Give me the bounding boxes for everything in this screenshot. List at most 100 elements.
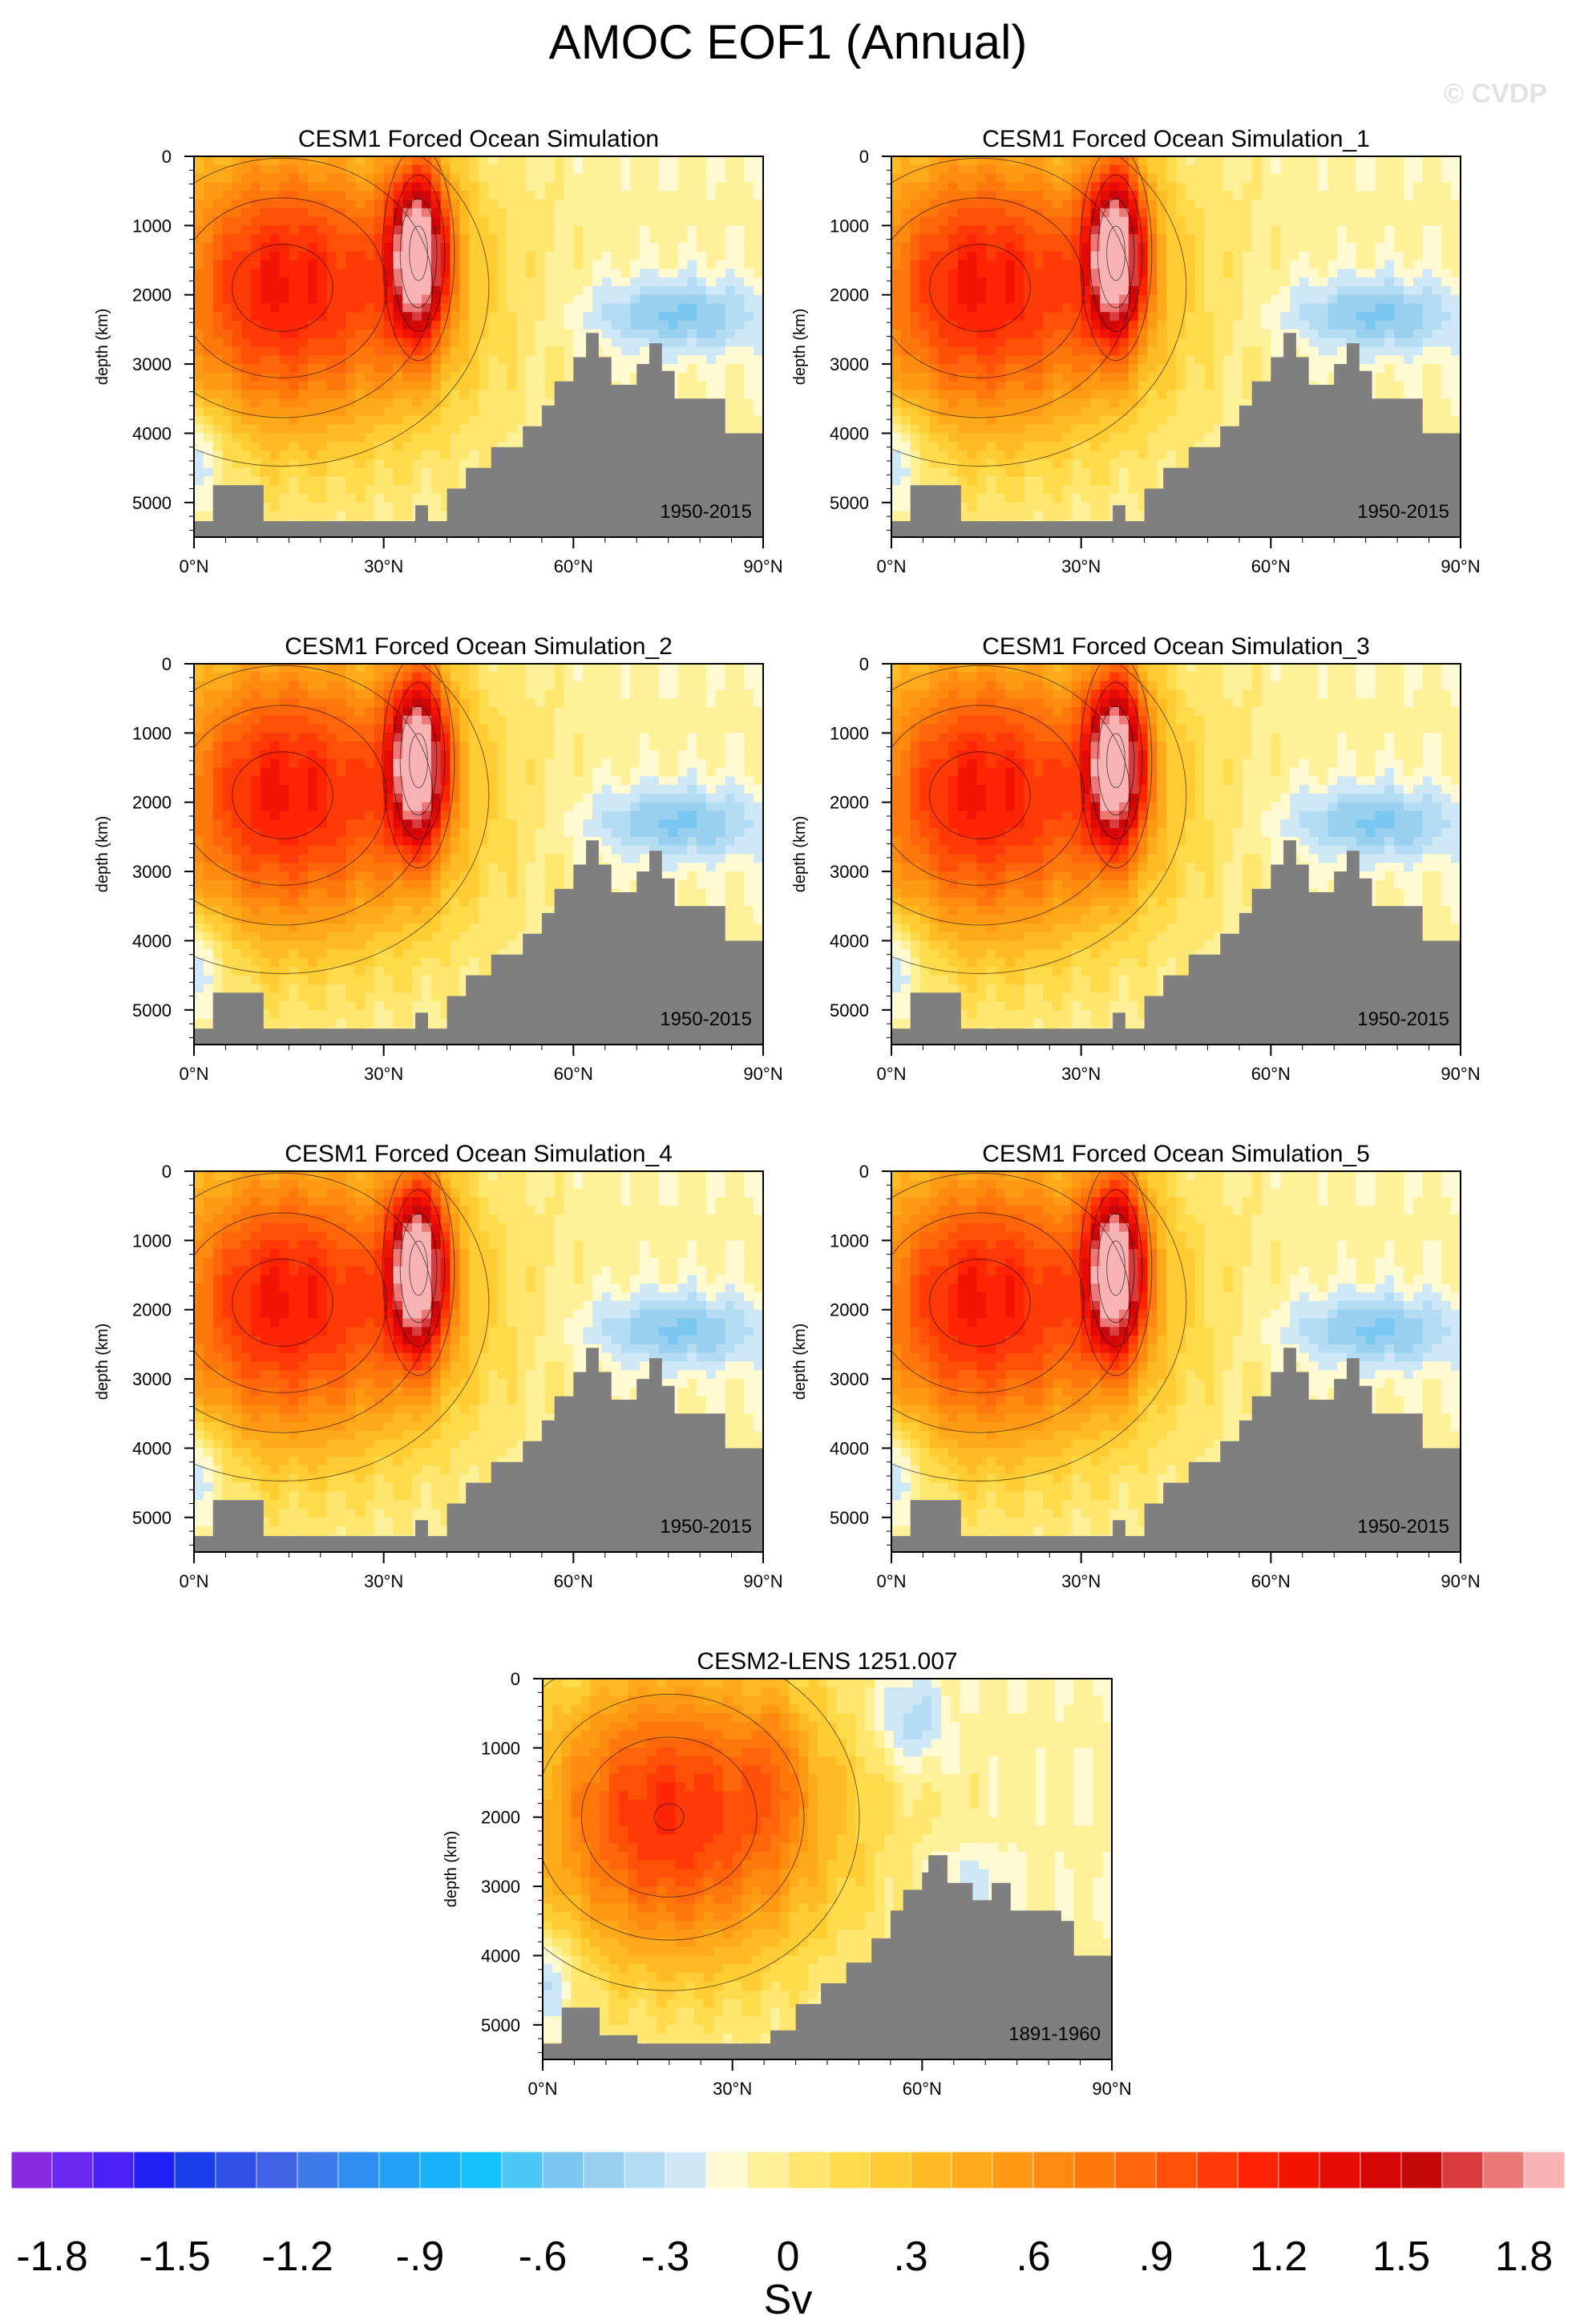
contour-0.6 <box>543 1693 805 1941</box>
core-contour-1.2 <box>1097 705 1135 816</box>
contour-0.9 <box>891 197 1085 378</box>
ytick-label: 3000 <box>132 1369 172 1389</box>
panel-title: CESM1 Forced Ocean Simulation <box>298 126 659 152</box>
colorbar-swatch <box>746 2151 789 2189</box>
ytick-label: 4000 <box>830 931 869 951</box>
core-contour-1.2 <box>399 705 438 816</box>
xtick-label: 30°N <box>364 1064 403 1084</box>
core-contour-1.2 <box>399 198 438 309</box>
colorbar: -1.8 -1.5 -1.2 -.9 -.6 -.3 0 .3 .6 .9 1.2 1.5 1.8 Sv <box>10 2151 1566 2323</box>
xtick-label: 0°N <box>877 1571 907 1591</box>
period-label: 1950-2015 <box>1357 1008 1449 1030</box>
figure-title: AMOC EOF1 (Annual) <box>548 15 1028 69</box>
contour-1.2 <box>232 751 333 839</box>
contour-1.2 <box>232 1259 333 1347</box>
colorbar-swatch <box>992 2151 1034 2189</box>
xtick-label: 0°N <box>877 556 907 576</box>
period-label: 1950-2015 <box>660 1516 752 1538</box>
colorbar-swatch <box>910 2151 952 2189</box>
ytick-label: 0 <box>162 147 172 167</box>
contour-lines <box>194 664 490 974</box>
bathymetry <box>194 333 763 537</box>
contour-1.2 <box>929 751 1031 839</box>
contour-0.9 <box>580 1736 758 1898</box>
ytick-label: 5000 <box>830 493 869 513</box>
xtick-label: 60°N <box>1251 1571 1291 1591</box>
y-axis-label: depth (km) <box>94 816 111 893</box>
ytick-label: 2000 <box>132 1300 172 1320</box>
panel-title: CESM1 Forced Ocean Simulation_4 <box>285 1141 673 1167</box>
ytick-label: 1000 <box>830 723 869 743</box>
colorbar-swatch <box>174 2151 216 2189</box>
contour-0.9 <box>891 1212 1085 1393</box>
bathymetry <box>543 1855 1112 2059</box>
colorbar-swatch <box>337 2151 380 2189</box>
xtick-label: 90°N <box>743 1064 782 1084</box>
panel-title: CESM1 Forced Ocean Simulation_5 <box>982 1141 1370 1167</box>
y-axis-label: depth (km) <box>791 816 809 893</box>
colorbar-swatch <box>869 2151 911 2189</box>
panel-title: CESM1 Forced Ocean Simulation_2 <box>285 633 673 660</box>
contour-0.3 <box>891 1171 1187 1481</box>
core-contour-1.2 <box>1097 198 1135 309</box>
core-contour-0.4 <box>1079 156 1153 362</box>
xtick-label: 0°N <box>180 1064 209 1084</box>
colorbar-tick-label: -.6 <box>519 2233 568 2280</box>
colorbar-swatch <box>705 2151 748 2189</box>
colorbar-swatch <box>1114 2151 1157 2189</box>
colorbar-swatch <box>215 2151 257 2189</box>
ytick-label: 2000 <box>830 1300 869 1320</box>
ytick-label: 4000 <box>132 423 172 443</box>
colorbar-swatch <box>1482 2151 1525 2189</box>
core-contour-1.6 <box>409 733 428 789</box>
colorbar-swatch <box>1441 2151 1484 2189</box>
xtick-label: 90°N <box>1092 2079 1131 2099</box>
ytick-label: 3000 <box>481 1877 520 1897</box>
colorbar-swatch <box>460 2151 503 2189</box>
core-contour-0.8 <box>1089 681 1143 840</box>
ytick-label: 2000 <box>830 285 869 305</box>
colorbar-tick-label: 0 <box>777 2233 800 2280</box>
xtick-label: 90°N <box>1441 556 1480 576</box>
xtick-label: 30°N <box>1061 1571 1101 1591</box>
panel-3: CESM1 Forced Ocean Simulation_2 1950-2015… <box>94 633 783 1084</box>
y-axis-label: depth (km) <box>791 309 809 386</box>
colorbar-swatch <box>624 2151 666 2189</box>
core-contour-0.8 <box>1089 1189 1143 1348</box>
bathymetry <box>891 840 1461 1045</box>
xtick-label: 0°N <box>528 2079 558 2099</box>
xtick-label: 60°N <box>554 1571 593 1591</box>
xtick-label: 90°N <box>1441 1064 1480 1084</box>
xtick-label: 0°N <box>877 1064 907 1084</box>
colorbar-tick-label: -.3 <box>641 2233 690 2280</box>
xtick-label: 60°N <box>903 2079 942 2099</box>
contour-0.9 <box>891 705 1085 886</box>
colorbar-swatch <box>787 2151 830 2189</box>
colorbar-swatch <box>501 2151 544 2189</box>
xtick-label: 90°N <box>743 1571 782 1591</box>
contour-1.2 <box>929 1259 1031 1347</box>
panel-5: CESM1 Forced Ocean Simulation_4 1950-2015… <box>94 1141 783 1591</box>
colorbar-swatch <box>10 2151 53 2189</box>
ytick-label: 4000 <box>830 1438 869 1458</box>
core-contour-1.2 <box>399 1213 438 1324</box>
xtick-label: 90°N <box>1441 1571 1480 1591</box>
core-contour-0.8 <box>391 681 446 840</box>
colorbar-swatch <box>1073 2151 1116 2189</box>
xtick-label: 0°N <box>180 1571 209 1591</box>
contour-lines <box>194 156 490 467</box>
bathymetry <box>891 1348 1461 1552</box>
colorbar-swatch <box>297 2151 339 2189</box>
core-contour-1.6 <box>409 1240 428 1296</box>
panel-1: CESM1 Forced Ocean Simulation 1950-2015 0 1… <box>94 126 783 576</box>
contour-1.2 <box>929 244 1031 332</box>
contour-0.3 <box>194 1171 490 1481</box>
period-label: 1950-2015 <box>1357 501 1449 523</box>
colorbar-swatch <box>1278 2151 1320 2189</box>
ytick-label: 5000 <box>830 1508 869 1528</box>
y-axis-label: depth (km) <box>791 1324 809 1400</box>
ytick-label: 1000 <box>481 1738 520 1758</box>
contour-lines <box>194 1171 490 1481</box>
core-contour-0.4 <box>382 664 455 869</box>
xtick-label: 60°N <box>554 556 593 576</box>
